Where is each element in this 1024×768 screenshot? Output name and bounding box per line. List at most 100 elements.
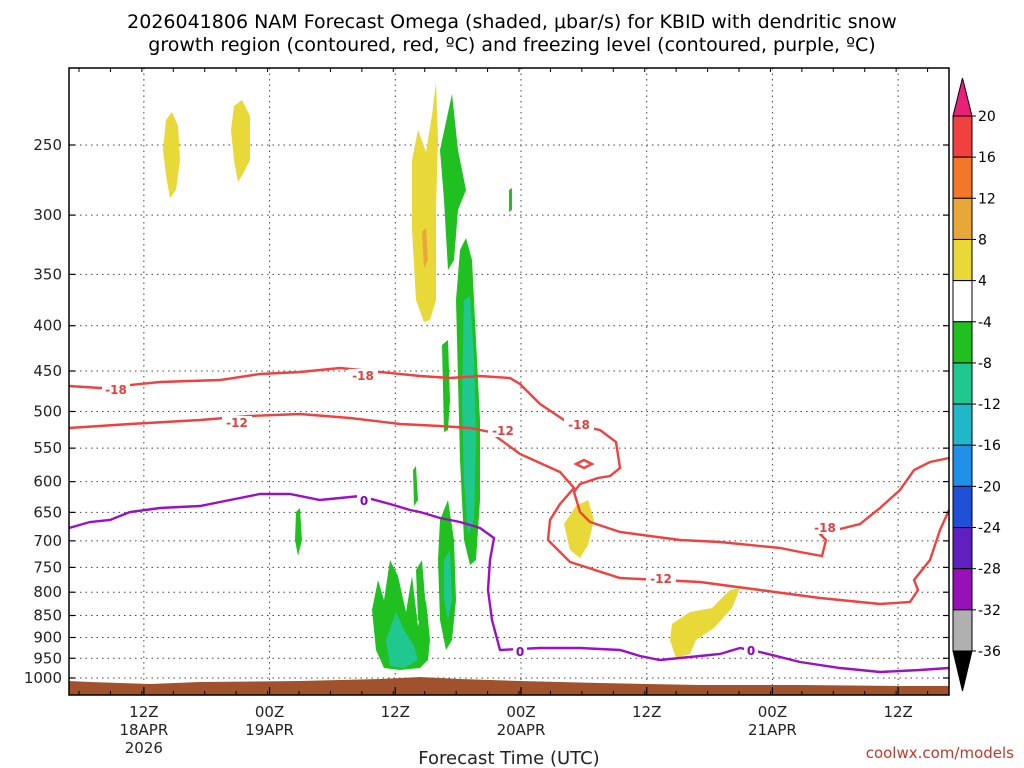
colorbar-label: -32 bbox=[978, 603, 1001, 619]
colorbar-swatch bbox=[952, 650, 973, 692]
y-tick-label: 900 bbox=[33, 628, 62, 646]
x-tick-label: 12Z bbox=[883, 703, 912, 721]
y-tick-label: 300 bbox=[33, 206, 62, 224]
omega-shading bbox=[69, 82, 949, 695]
y-tick-label: 650 bbox=[33, 503, 62, 521]
colorbar-label: -8 bbox=[978, 356, 992, 372]
colorbar-swatch bbox=[952, 321, 973, 364]
y-tick-label: 450 bbox=[33, 362, 62, 380]
y-tick-label: 800 bbox=[33, 583, 62, 601]
plot-frame bbox=[68, 67, 950, 696]
label-bg bbox=[646, 572, 676, 585]
colorbar-label: -12 bbox=[978, 397, 1001, 413]
contour-label-red: -18 bbox=[352, 369, 374, 383]
colorbar-swatch bbox=[952, 115, 973, 158]
colorbar-label: 8 bbox=[978, 232, 987, 248]
chart-title-line2: growth region (contoured, red, ºC) and f… bbox=[148, 34, 875, 56]
chart-title-line1: 2026041806 NAM Forecast Omega (shaded, μ… bbox=[127, 11, 897, 33]
label-bg bbox=[102, 383, 130, 396]
colorbar-label: 16 bbox=[978, 150, 996, 166]
contour-label-red: -12 bbox=[226, 416, 248, 430]
x-tick-label: 20APR bbox=[497, 721, 546, 739]
omega-negative-area bbox=[442, 340, 450, 432]
y-tick-label: 400 bbox=[33, 317, 62, 335]
contour-label-red: -18 bbox=[814, 521, 836, 535]
colorbar-label: 12 bbox=[978, 191, 996, 207]
y-axis: 250 300 350 400 450 500 550 600 650 700 750 800 850 9… bbox=[24, 136, 949, 687]
omega-positive-area bbox=[231, 100, 250, 182]
y-tick-label: 950 bbox=[33, 649, 62, 667]
label-bg bbox=[744, 644, 758, 657]
isotherm-minus-18-closed bbox=[573, 458, 595, 470]
colorbar-label: -4 bbox=[978, 315, 992, 331]
colorbar-swatch bbox=[952, 156, 973, 199]
x-tick-label: 12Z bbox=[632, 703, 661, 721]
x-tick-label: 00Z bbox=[506, 703, 535, 721]
label-bg bbox=[357, 494, 371, 507]
y-tick-label: 250 bbox=[33, 136, 62, 154]
colorbar-swatch bbox=[952, 485, 973, 529]
y-tick-label: 500 bbox=[33, 403, 62, 421]
colorbar-label: -24 bbox=[978, 521, 1001, 537]
colorbar-label: -16 bbox=[978, 438, 1001, 454]
contour-label-red: -12 bbox=[650, 572, 672, 586]
colorbar-swatch bbox=[952, 527, 973, 570]
label-bg bbox=[348, 369, 378, 382]
omega-negative-area bbox=[440, 94, 466, 270]
omega-positive-area bbox=[422, 228, 428, 268]
credit-text: coolwx.com/models bbox=[866, 744, 1014, 762]
y-tick-label: 600 bbox=[33, 473, 62, 491]
omega-negative-area bbox=[444, 550, 452, 620]
x-tick-label: 21APR bbox=[748, 721, 797, 739]
y-tick-label: 850 bbox=[33, 607, 62, 625]
colorbar-label: 4 bbox=[978, 274, 987, 290]
colorbar-swatch bbox=[952, 197, 973, 240]
omega-negative-area bbox=[413, 466, 418, 506]
colorbar-label: -28 bbox=[978, 562, 1001, 578]
isotherm-minus-18 bbox=[68, 366, 950, 558]
colorbar-swatch bbox=[952, 609, 973, 652]
colorbar-label: -36 bbox=[978, 644, 1001, 660]
label-bg bbox=[564, 418, 594, 431]
y-tick-label: 750 bbox=[33, 558, 62, 576]
omega-negative-area bbox=[386, 612, 418, 668]
colorbar-swatch bbox=[952, 444, 973, 487]
label-bg bbox=[222, 416, 252, 429]
terrain-surface bbox=[69, 677, 949, 695]
omega-negative-area bbox=[416, 560, 426, 630]
colorbar-swatch bbox=[952, 238, 973, 282]
colorbar-swatch bbox=[952, 568, 973, 611]
label-bg bbox=[810, 521, 840, 534]
contour-label-purple: 0 bbox=[360, 494, 368, 508]
y-tick-label: 350 bbox=[33, 265, 62, 283]
colorbar-label: -20 bbox=[978, 479, 1001, 495]
label-bg bbox=[513, 645, 527, 658]
omega-positive-area bbox=[163, 112, 180, 198]
contour-label-red: -18 bbox=[568, 418, 590, 432]
dendritic-growth-contours bbox=[68, 366, 951, 606]
contour-label-purple: 0 bbox=[516, 645, 524, 659]
colorbar-label: 20 bbox=[978, 109, 996, 125]
omega-negative-area bbox=[462, 296, 476, 535]
x-tick-label: 00Z bbox=[758, 703, 787, 721]
x-tick-label: 18APR bbox=[119, 721, 168, 739]
contour-label-purple: 0 bbox=[747, 644, 755, 658]
y-tick-label: 550 bbox=[33, 439, 62, 457]
y-tick-label: 1000 bbox=[24, 669, 62, 687]
omega-positive-area bbox=[564, 500, 594, 558]
x-tick-label: 12Z bbox=[129, 703, 158, 721]
label-bg bbox=[488, 424, 518, 437]
omega-negative-area bbox=[295, 508, 302, 556]
y-tick-label: 700 bbox=[33, 532, 62, 550]
colorbar-swatch bbox=[952, 403, 973, 446]
contour-label-red: -12 bbox=[492, 424, 514, 438]
colorbar-swatch bbox=[952, 280, 973, 323]
contour-labels: -18 -12 -18 -12 -18 -12 -18 0 0 0 bbox=[102, 369, 840, 659]
plot-area bbox=[69, 68, 949, 695]
colorbar-swatch bbox=[952, 77, 973, 117]
x-axis-title: Forecast Time (UTC) bbox=[418, 748, 599, 768]
colorbar-swatch bbox=[952, 362, 973, 405]
omega-positive-area bbox=[412, 82, 438, 322]
x-tick-label: 00Z bbox=[255, 703, 284, 721]
